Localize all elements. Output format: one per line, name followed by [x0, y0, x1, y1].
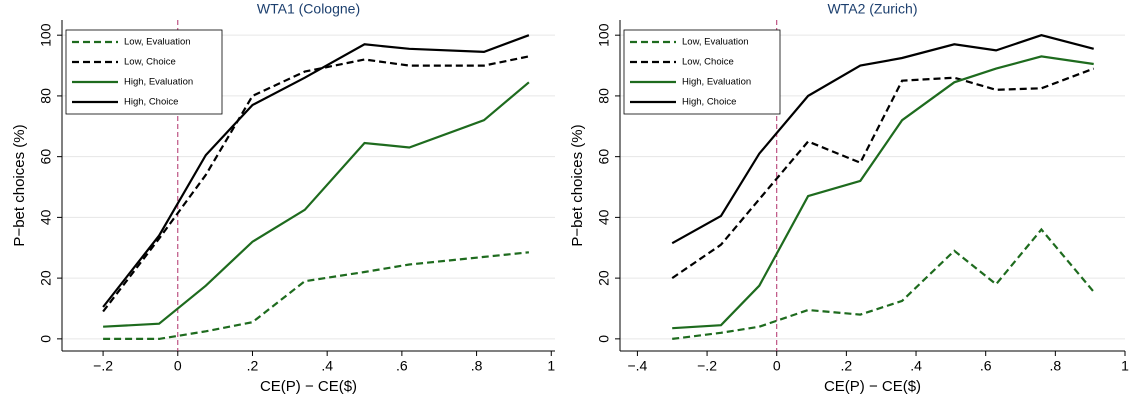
x-axis-title: CE(P) − CE($): [824, 378, 921, 395]
y-tick-label: 100: [596, 23, 612, 47]
series-line: [672, 55, 1094, 330]
panel: WTA1 (Cologne) 0 20 40 60 80 100 −.2 0 .2 .4 .6 .8 1 C…: [11, 1, 555, 395]
y-tick-label: 20: [38, 270, 54, 286]
series-line: [102, 55, 530, 313]
x-tick-label: .2: [841, 358, 853, 374]
y-tick-label: 40: [596, 209, 612, 225]
series-line: [103, 81, 530, 328]
legend-label: High, Evaluation: [124, 77, 193, 88]
y-tick-label: 0: [38, 335, 54, 343]
series-line: [102, 34, 530, 308]
y-axis-title: P−bet choices (%): [569, 124, 586, 246]
legend-box: [65, 29, 223, 115]
series-line: [672, 227, 1095, 340]
x-tick-label: .4: [321, 358, 333, 374]
legend-label: High, Choice: [124, 97, 178, 108]
x-axis-title: CE(P) − CE($): [260, 378, 357, 395]
y-tick-label: 60: [596, 149, 612, 165]
x-tick-label: .4: [910, 358, 922, 374]
chart-title: WTA2 (Zurich): [828, 1, 918, 17]
panel: WTA2 (Zurich) 0 20 40 60 80 100 −.4 −.2 0 .2 .4 .6 .8…: [569, 1, 1129, 395]
y-tick-label: 80: [38, 88, 54, 104]
series-line: [671, 67, 1095, 280]
legend-label: Low, Choice: [124, 57, 176, 68]
x-tick-label: .8: [471, 358, 483, 374]
x-tick-label: −.2: [93, 358, 113, 374]
x-tick-label: .2: [247, 358, 259, 374]
x-tick-label: .6: [980, 358, 992, 374]
x-tick-label: 1: [1121, 358, 1129, 374]
legend-box: [623, 29, 781, 115]
x-tick-label: 0: [174, 358, 182, 374]
x-tick-label: −.2: [697, 358, 717, 374]
series-line: [671, 34, 1094, 245]
y-tick-label: 60: [38, 149, 54, 165]
x-tick-label: 1: [547, 358, 555, 374]
x-tick-label: −.4: [627, 358, 647, 374]
y-tick-label: 80: [596, 88, 612, 104]
x-tick-label: 0: [773, 358, 781, 374]
y-axis-title: P−bet choices (%): [11, 124, 28, 246]
legend-label: High, Choice: [682, 97, 736, 108]
legend-label: Low, Evaluation: [124, 37, 191, 48]
y-tick-label: 100: [38, 23, 54, 47]
legend-label: Low, Evaluation: [682, 37, 749, 48]
series-line: [103, 251, 530, 340]
y-tick-label: 20: [596, 270, 612, 286]
x-tick-label: .8: [1050, 358, 1062, 374]
chart-title: WTA1 (Cologne): [257, 1, 360, 17]
y-tick-label: 0: [596, 335, 612, 343]
legend-label: High, Evaluation: [682, 77, 751, 88]
legend-label: Low, Choice: [682, 57, 734, 68]
x-tick-label: .6: [396, 358, 408, 374]
y-tick-label: 40: [38, 209, 54, 225]
